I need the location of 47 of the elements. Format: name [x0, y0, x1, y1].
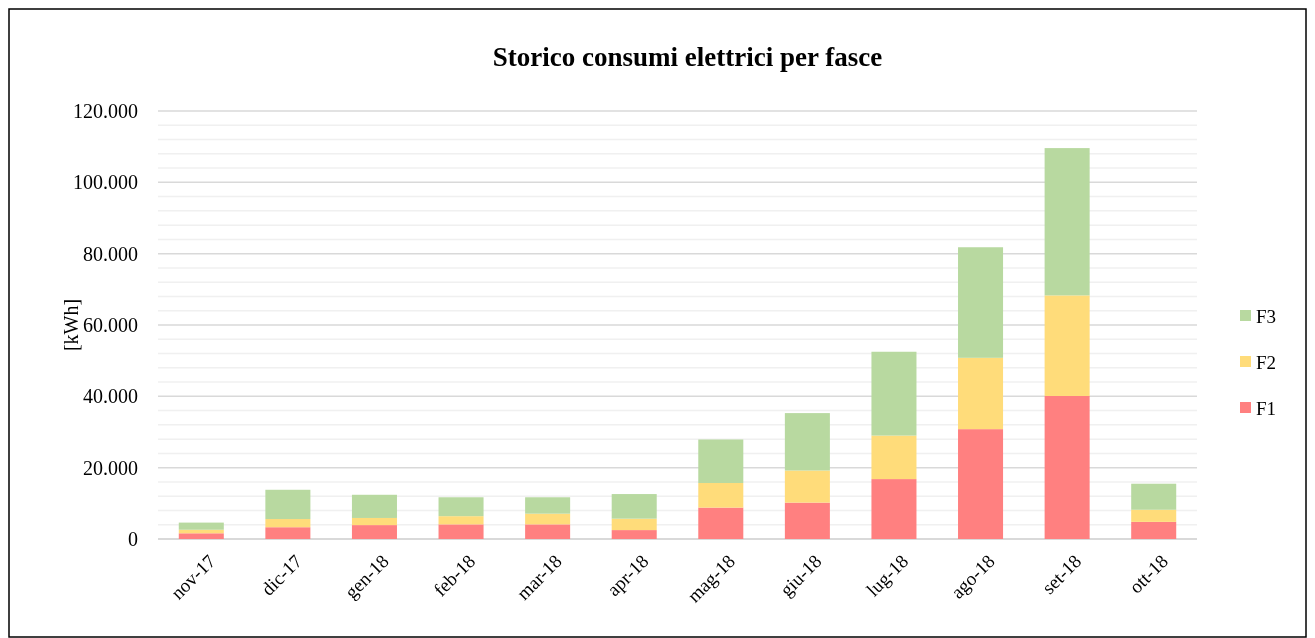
bar: [1044, 395, 1090, 539]
bar: [958, 247, 1004, 358]
bar: [871, 351, 917, 436]
y-tick-label: 60.000: [83, 314, 138, 336]
bar: [611, 494, 657, 519]
bar: [698, 439, 744, 483]
bar: [784, 470, 830, 503]
y-tick-label: 0: [128, 528, 138, 550]
bar: [698, 507, 744, 539]
bar: [871, 479, 917, 539]
bar: [1044, 295, 1090, 396]
bar: [178, 522, 224, 530]
bar: [958, 429, 1004, 539]
y-tick-label: 40.000: [83, 385, 138, 408]
y-tick-label: 20.000: [83, 456, 138, 479]
bar: [958, 357, 1004, 430]
bar: [871, 435, 917, 480]
bar: [265, 519, 311, 528]
bar: [1131, 509, 1177, 522]
bar: [698, 483, 744, 508]
y-tick-label: 120.000: [73, 100, 138, 122]
bar: [265, 527, 311, 539]
y-tick-label: 100.000: [73, 171, 138, 194]
bar: [525, 497, 571, 514]
bar: [784, 413, 830, 471]
bar: [438, 516, 484, 525]
bar: [438, 497, 484, 517]
chart-title: Storico consumi elettrici per fasce: [492, 42, 883, 72]
y-axis-title: [kWh]: [60, 298, 82, 352]
bar: [1131, 483, 1177, 510]
bar: [611, 518, 657, 531]
bar: [1131, 521, 1177, 539]
bar: [351, 494, 397, 518]
bar: [1044, 148, 1090, 296]
bar: [178, 533, 224, 539]
legend-label: F2: [1256, 351, 1277, 373]
bar: [438, 524, 484, 539]
bar: [525, 513, 571, 525]
bar: [265, 489, 311, 520]
bar: [611, 530, 657, 539]
legend-label: F1: [1256, 397, 1277, 419]
bar: [351, 517, 397, 526]
bar: [525, 524, 571, 539]
legend-label: F3: [1256, 305, 1277, 327]
y-tick-label: 80.000: [83, 242, 138, 265]
bar: [784, 502, 830, 539]
bar: [351, 525, 397, 539]
